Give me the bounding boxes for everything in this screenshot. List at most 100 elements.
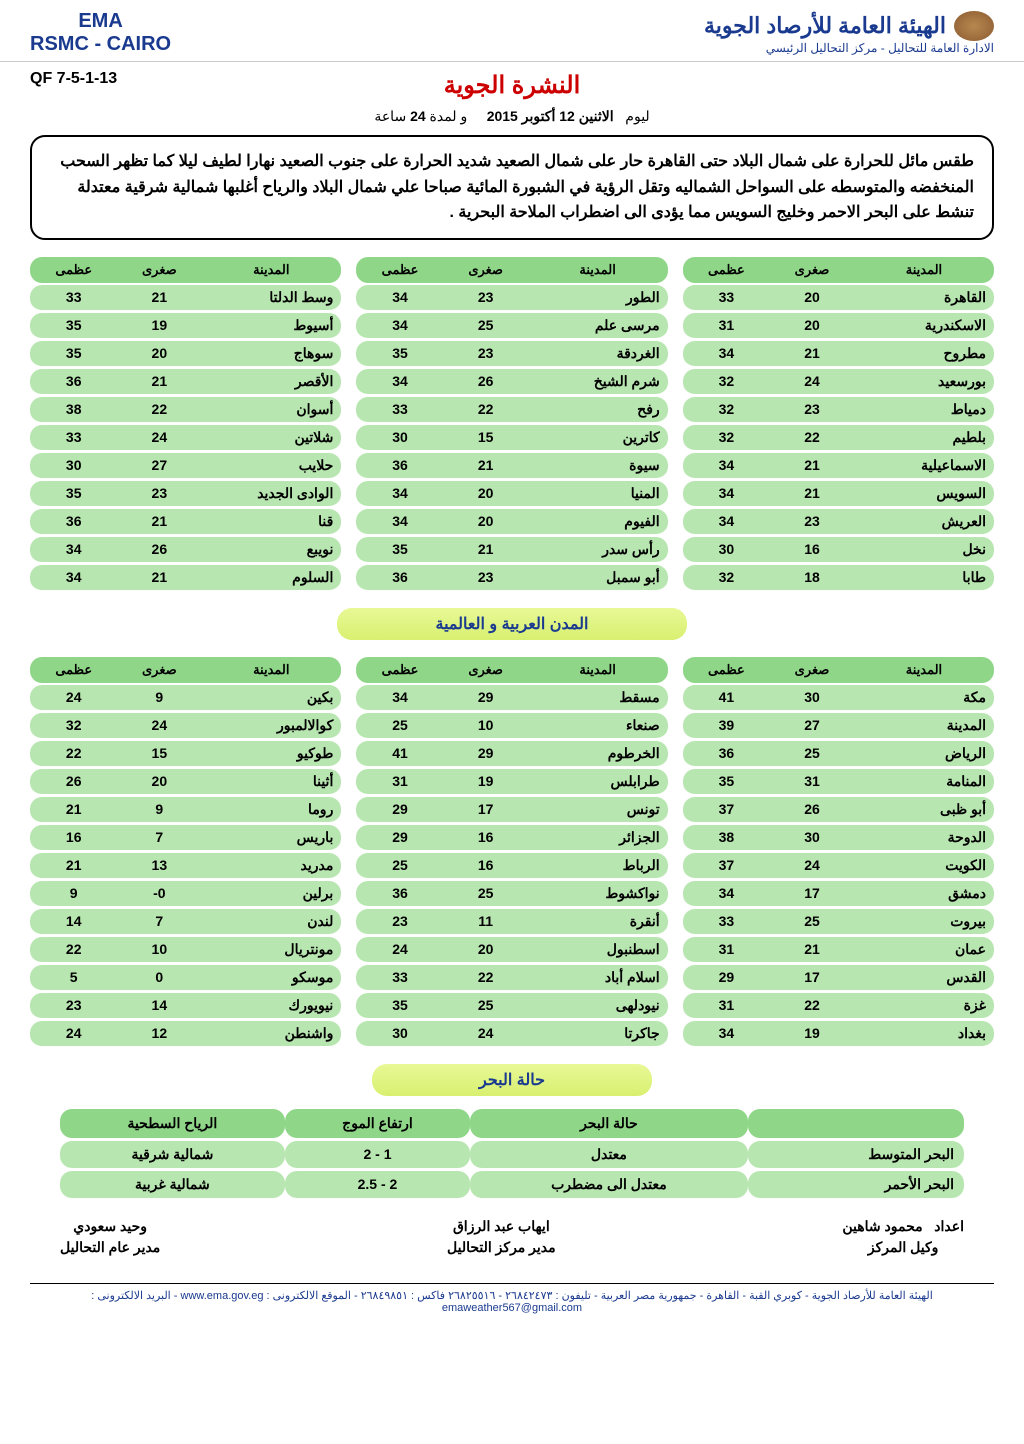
th-max: عظمى bbox=[30, 257, 117, 283]
table-row: أنقرة1123 bbox=[356, 909, 667, 935]
table-row: مطروح2134 bbox=[683, 341, 994, 367]
table-row: الطور2334 bbox=[356, 285, 667, 311]
cell-max: 30 bbox=[356, 425, 443, 451]
cell-max: 34 bbox=[356, 481, 443, 507]
table-row: الوادى الجديد2335 bbox=[30, 481, 341, 507]
cell-max: 36 bbox=[356, 565, 443, 591]
cell-max: 31 bbox=[356, 769, 443, 795]
table-row: بغداد1934 bbox=[683, 1021, 994, 1047]
cell-max: 35 bbox=[683, 769, 770, 795]
table-row: الرياض2536 bbox=[683, 741, 994, 767]
cell-min: 21 bbox=[770, 341, 854, 367]
cell-max: 35 bbox=[356, 993, 443, 1019]
cell-min: 21 bbox=[117, 369, 201, 395]
world-section-title: المدن العربية و العالمية bbox=[337, 608, 687, 640]
cell-min: 9 bbox=[117, 797, 201, 823]
cell-max: 34 bbox=[683, 481, 770, 507]
cell-min: 21 bbox=[117, 509, 201, 535]
table-row: المنامة3135 bbox=[683, 769, 994, 795]
table-row: حلايب2730 bbox=[30, 453, 341, 479]
sea-name: البحر الأحمر bbox=[748, 1171, 964, 1198]
cell-min: 19 bbox=[444, 769, 528, 795]
cell-city: تونس bbox=[528, 797, 668, 823]
cell-min: 0- bbox=[117, 881, 201, 907]
cell-max: 14 bbox=[30, 909, 117, 935]
table-row: طابا1832 bbox=[683, 565, 994, 591]
cell-min: 11 bbox=[444, 909, 528, 935]
table-row: الخرطوم2941 bbox=[356, 741, 667, 767]
cell-city: أبو ظبى bbox=[854, 797, 994, 823]
th-min: صغرى bbox=[117, 657, 201, 683]
cell-city: بكين bbox=[201, 685, 341, 711]
cell-max: 23 bbox=[30, 993, 117, 1019]
cell-city: عمان bbox=[854, 937, 994, 963]
cell-max: 34 bbox=[356, 313, 443, 339]
table-row: نيودلهى2535 bbox=[356, 993, 667, 1019]
cell-city: الجزائر bbox=[528, 825, 668, 851]
cell-max: 22 bbox=[30, 741, 117, 767]
cell-max: 34 bbox=[683, 1021, 770, 1047]
cell-city: دمياط bbox=[854, 397, 994, 423]
cell-city: مونتريال bbox=[201, 937, 341, 963]
table-row: الرباط1625 bbox=[356, 853, 667, 879]
table-row: مرسى علم2534 bbox=[356, 313, 667, 339]
cell-max: 33 bbox=[356, 397, 443, 423]
cell-city: روما bbox=[201, 797, 341, 823]
org-sub: الادارة العامة للتحاليل - مركز التحاليل … bbox=[704, 41, 994, 55]
table-row: تونس1729 bbox=[356, 797, 667, 823]
table-row: طرابلس1931 bbox=[356, 769, 667, 795]
sea-row: البحر المتوسطمعتدل1 - 2شمالية شرقية bbox=[60, 1141, 964, 1168]
cell-max: 36 bbox=[30, 509, 117, 535]
th-min: صغرى bbox=[444, 257, 528, 283]
logo-icon bbox=[954, 11, 994, 41]
cell-max: 29 bbox=[683, 965, 770, 991]
cell-max: 33 bbox=[356, 965, 443, 991]
cell-min: 18 bbox=[770, 565, 854, 591]
th-city: المدينة bbox=[528, 657, 668, 683]
cell-max: 33 bbox=[30, 285, 117, 311]
table-row: نخل1630 bbox=[683, 537, 994, 563]
cell-max: 36 bbox=[30, 369, 117, 395]
cell-city: الفيوم bbox=[528, 509, 668, 535]
cell-city: أثينا bbox=[201, 769, 341, 795]
cell-max: 34 bbox=[356, 369, 443, 395]
cell-max: 37 bbox=[683, 797, 770, 823]
cell-max: 35 bbox=[356, 537, 443, 563]
cell-min: 26 bbox=[444, 369, 528, 395]
sea-state: معتدل bbox=[470, 1141, 747, 1168]
cell-max: 21 bbox=[30, 797, 117, 823]
cell-max: 9 bbox=[30, 881, 117, 907]
cell-min: 23 bbox=[770, 509, 854, 535]
cell-city: اسطنبول bbox=[528, 937, 668, 963]
cell-city: سوهاج bbox=[201, 341, 341, 367]
th-min: صغرى bbox=[117, 257, 201, 283]
cell-city: أسيوط bbox=[201, 313, 341, 339]
cell-city: طوكيو bbox=[201, 741, 341, 767]
sig-3: وحيد سعودي مدير عام التحاليل bbox=[60, 1216, 160, 1258]
table-row: سيوة2136 bbox=[356, 453, 667, 479]
cell-city: وسط الدلتا bbox=[201, 285, 341, 311]
table-row: روما921 bbox=[30, 797, 341, 823]
cell-city: القدس bbox=[854, 965, 994, 991]
cell-max: 41 bbox=[356, 741, 443, 767]
cell-city: العريش bbox=[854, 509, 994, 535]
sea-name: البحر المتوسط bbox=[748, 1141, 964, 1168]
table-row: شلاتين2433 bbox=[30, 425, 341, 451]
th-max: عظمى bbox=[30, 657, 117, 683]
date-prefix: ليوم bbox=[625, 108, 649, 124]
cell-city: شلاتين bbox=[201, 425, 341, 451]
cell-min: 25 bbox=[770, 909, 854, 935]
cell-city: الخرطوم bbox=[528, 741, 668, 767]
main-title: النشرة الجوية bbox=[0, 71, 1024, 100]
cell-min: 15 bbox=[117, 741, 201, 767]
cell-city: رأس سدر bbox=[528, 537, 668, 563]
cell-max: 35 bbox=[30, 481, 117, 507]
cell-city: حلايب bbox=[201, 453, 341, 479]
table-row: لندن714 bbox=[30, 909, 341, 935]
cell-min: 23 bbox=[770, 397, 854, 423]
table-row: باريس716 bbox=[30, 825, 341, 851]
cell-min: 25 bbox=[770, 741, 854, 767]
cell-city: نيويورك bbox=[201, 993, 341, 1019]
cell-max: 24 bbox=[356, 937, 443, 963]
cell-city: الوادى الجديد bbox=[201, 481, 341, 507]
